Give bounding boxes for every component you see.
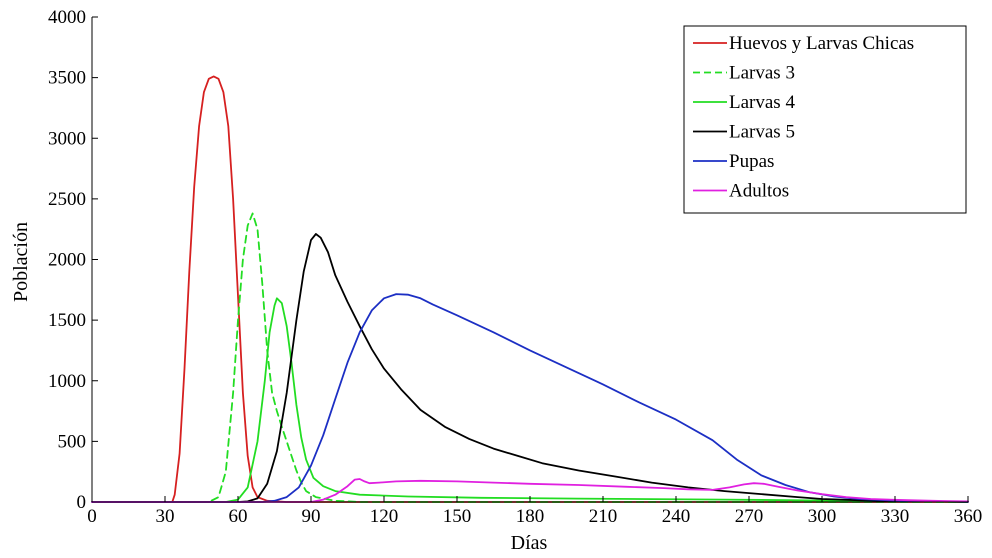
y-tick-label: 3000: [48, 128, 86, 149]
legend-label-6: Adultos: [729, 181, 789, 202]
legend-label-2: Larvas 3: [729, 63, 795, 84]
y-tick-label: 4000: [48, 7, 86, 28]
y-tick-label: 2500: [48, 189, 86, 210]
x-tick-label: 270: [735, 506, 764, 527]
x-tick-label: 150: [443, 506, 472, 527]
x-tick-label: 210: [589, 506, 618, 527]
y-tick-label: 2000: [48, 250, 86, 271]
legend-label-5: Pupas: [729, 151, 774, 172]
series-line-5: [91, 293, 969, 503]
legend-box: [683, 25, 967, 214]
series-line-2: [91, 212, 969, 503]
y-tick-label: 1500: [48, 310, 86, 331]
x-tick-label: 120: [370, 506, 399, 527]
x-tick-label: 330: [881, 506, 910, 527]
y-axis-label: Población: [10, 222, 32, 302]
x-axis-label: Días: [511, 532, 548, 554]
series-line-1: [91, 75, 969, 503]
legend-label-1: Huevos y Larvas Chicas: [729, 33, 914, 54]
series-layer: [91, 75, 969, 503]
x-tick-label: 0: [87, 506, 97, 527]
x-tick-label: 300: [808, 506, 837, 527]
x-tick-label: 90: [302, 506, 321, 527]
x-tick-label: 360: [954, 506, 983, 527]
ticks-layer: 0 30 60 90 120 150 180 210 240 270 300 330 360 0 500 10…: [48, 7, 982, 527]
x-tick-label: 240: [662, 506, 691, 527]
series-line-4: [91, 233, 969, 503]
y-tick-label: 500: [58, 431, 87, 452]
legend: Huevos y Larvas Chicas Larvas 3 Larvas 4 La…: [683, 25, 967, 214]
x-tick-label: 180: [516, 506, 545, 527]
y-tick-label: 3500: [48, 68, 86, 89]
y-tick-label: 1000: [48, 371, 86, 392]
x-tick-label: 30: [156, 506, 175, 527]
x-tick-label: 60: [229, 506, 248, 527]
legend-label-4: Larvas 5: [729, 122, 795, 143]
y-tick-label: 0: [77, 492, 87, 513]
series-line-6: [91, 478, 969, 503]
legend-label-3: Larvas 4: [729, 92, 795, 113]
series-line-3: [91, 297, 969, 503]
